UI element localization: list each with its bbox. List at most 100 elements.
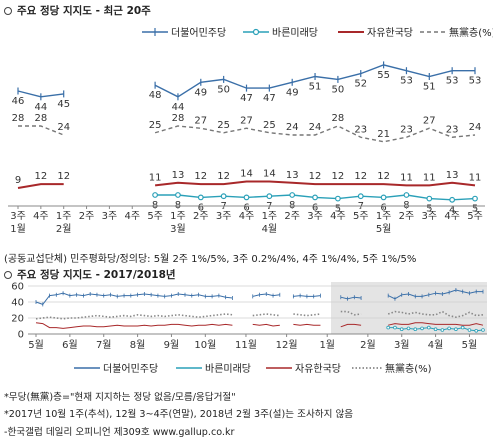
data-point bbox=[266, 193, 273, 200]
data-label: 49 bbox=[194, 87, 207, 98]
series-line-2-3 bbox=[340, 323, 362, 328]
legend-dotted-icon bbox=[352, 366, 382, 369]
series-line-2-0 bbox=[17, 183, 64, 189]
data-label: 13 bbox=[446, 170, 459, 181]
data-point bbox=[474, 328, 479, 333]
y-tick-label: 60 bbox=[11, 282, 24, 293]
series-line-3-1 bbox=[252, 313, 280, 317]
data-point bbox=[175, 192, 181, 198]
data-label: 24 bbox=[309, 122, 322, 133]
data-point bbox=[481, 328, 485, 332]
data-point bbox=[197, 194, 204, 201]
data-label: 12 bbox=[34, 171, 47, 182]
data-point bbox=[472, 195, 478, 202]
data-point bbox=[467, 328, 472, 332]
data-label: 50 bbox=[332, 84, 345, 95]
data-label: 50 bbox=[217, 84, 230, 95]
x-tick-label: 11월 bbox=[235, 339, 257, 351]
data-point bbox=[380, 194, 387, 201]
data-label: 23 bbox=[400, 124, 413, 135]
bottom-legend-2: 자유한국당 bbox=[266, 360, 341, 375]
data-label: 27 bbox=[423, 115, 436, 126]
data-point bbox=[312, 194, 318, 201]
data-label: 4 bbox=[449, 205, 455, 216]
x-tick-label: 4주 bbox=[33, 211, 49, 222]
data-point bbox=[420, 326, 424, 331]
x-tick-label: 2주 bbox=[79, 211, 95, 222]
data-label: 13 bbox=[172, 170, 185, 181]
data-label: 24 bbox=[286, 122, 299, 133]
bottom-legend-0: 더불어민주당 bbox=[74, 360, 158, 375]
x-tick-label: 10월 bbox=[194, 339, 216, 351]
note-1: *무당(無黨)층="현재 지지하는 정당 없음/모름/응답거절" bbox=[4, 392, 236, 403]
data-label: 27 bbox=[194, 115, 207, 126]
x-tick-label: 4주 bbox=[330, 211, 346, 222]
data-point bbox=[220, 193, 227, 200]
data-label: 53 bbox=[469, 76, 482, 87]
data-label: 5 bbox=[335, 204, 341, 215]
series-line-0-3 bbox=[340, 296, 362, 300]
data-point bbox=[152, 192, 159, 198]
x-tick-label: 4주 bbox=[444, 211, 460, 222]
data-point bbox=[433, 327, 438, 331]
legend-dashed-icon bbox=[420, 30, 446, 33]
series-line-2-1 bbox=[252, 323, 280, 327]
data-label: 28 bbox=[172, 113, 185, 124]
data-label: 49 bbox=[286, 87, 299, 98]
x-tick-label: 9월 bbox=[164, 339, 180, 351]
data-point bbox=[403, 192, 410, 198]
data-label: 24 bbox=[57, 122, 70, 133]
bottom-legend-1: 바른미래당 bbox=[176, 360, 251, 375]
data-label: 51 bbox=[309, 82, 322, 93]
data-label: 48 bbox=[149, 90, 162, 101]
data-point bbox=[399, 327, 404, 331]
data-label: 28 bbox=[332, 113, 345, 124]
top-chart: 4644454844495047474951505255535153538867… bbox=[8, 61, 485, 235]
data-label: 25 bbox=[263, 120, 276, 131]
x-tick-label: 2주 bbox=[284, 211, 300, 222]
data-point bbox=[440, 328, 445, 332]
x-tick-label: 5주 bbox=[353, 211, 369, 222]
data-label: 28 bbox=[12, 113, 25, 124]
x-tick-label: 5월 bbox=[28, 339, 44, 351]
series-line-2-4 bbox=[388, 322, 484, 326]
x-tick-label: 5주 bbox=[147, 211, 163, 222]
legend-line-icon bbox=[74, 366, 100, 369]
x-tick-label: 3월 bbox=[394, 339, 410, 351]
data-label: 12 bbox=[217, 171, 230, 182]
top-legend-0: 더불어민주당 bbox=[142, 24, 226, 39]
data-label: 44 bbox=[172, 102, 185, 113]
data-label: 51 bbox=[423, 82, 436, 93]
data-label: 53 bbox=[446, 76, 459, 87]
data-label: 23 bbox=[446, 124, 459, 135]
legend-circle-icon bbox=[243, 28, 269, 35]
data-label: 11 bbox=[423, 172, 436, 183]
data-point bbox=[449, 196, 456, 203]
series-line-3-0 bbox=[18, 125, 64, 136]
top-footnote: (공동교섭단체) 민주평화당/정의당: 5월 2주 1%/5%, 3주 0.2%… bbox=[4, 254, 417, 265]
top-legend-1: 바른미래당 bbox=[243, 24, 318, 39]
data-label: 47 bbox=[240, 93, 253, 104]
x-tick-label: 1주 bbox=[56, 211, 72, 222]
data-label: 21 bbox=[377, 129, 390, 140]
bullet-icon bbox=[4, 7, 12, 15]
y-tick-label: 0 bbox=[18, 330, 24, 341]
x-tick-label: 5월 bbox=[462, 339, 478, 351]
x-tick-label: 4주 bbox=[239, 211, 255, 222]
x-tick-label: 3주 bbox=[216, 211, 232, 222]
data-point bbox=[427, 325, 431, 330]
data-point bbox=[460, 325, 465, 330]
data-point bbox=[386, 325, 390, 330]
data-label: 11 bbox=[469, 172, 482, 183]
data-label: 12 bbox=[354, 171, 367, 182]
data-label: 46 bbox=[12, 96, 25, 107]
data-label: 12 bbox=[309, 171, 322, 182]
x-tick-label: 3주 bbox=[422, 211, 438, 222]
data-label: 14 bbox=[263, 169, 276, 180]
data-label: 27 bbox=[240, 115, 253, 126]
x-tick-label: 1주 bbox=[170, 211, 186, 222]
data-label: 55 bbox=[377, 70, 390, 81]
data-label: 24 bbox=[469, 122, 482, 133]
x-tick-label: 1주 bbox=[262, 211, 278, 222]
x-group-label: 2월 bbox=[56, 223, 72, 235]
